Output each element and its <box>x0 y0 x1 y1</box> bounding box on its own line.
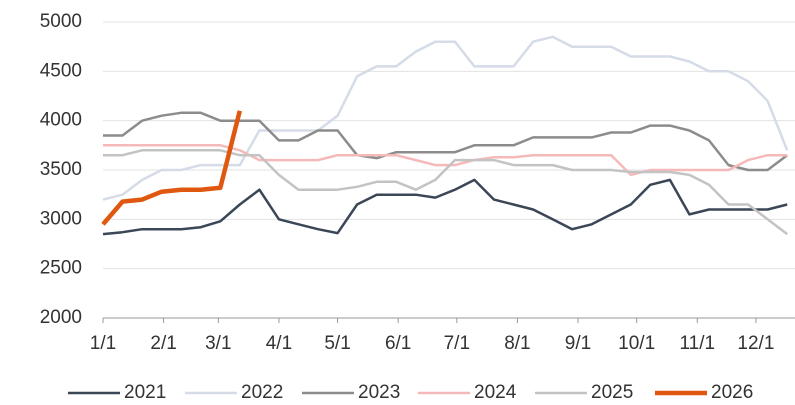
series-line <box>103 149 788 236</box>
legend-label: 2025 <box>591 382 633 403</box>
series-line <box>103 111 788 172</box>
x-tick-label: 8/1 <box>504 333 530 354</box>
x-tick-label: 3/1 <box>205 333 231 354</box>
x-tick-label: 5/1 <box>324 333 350 354</box>
x-tick-label: 10/1 <box>618 333 655 354</box>
legend-label: 2023 <box>358 382 400 403</box>
x-tick-label: 1/1 <box>90 333 116 354</box>
series-line <box>103 144 788 177</box>
x-tick-label: 2/1 <box>150 333 176 354</box>
series-line <box>101 110 242 226</box>
x-tick-label: 12/1 <box>737 333 774 354</box>
legend-label: 2021 <box>124 382 166 403</box>
series-line <box>102 35 789 201</box>
legend-label: 2024 <box>474 382 517 403</box>
y-tick-label: 2000 <box>40 307 82 328</box>
x-tick-label: 6/1 <box>385 333 411 354</box>
x-tick-label: 11/1 <box>679 333 715 354</box>
x-tick-label: 4/1 <box>266 333 292 354</box>
y-tick-label: 5000 <box>40 11 82 32</box>
y-tick-label: 4500 <box>40 60 82 81</box>
y-tick-label: 4000 <box>40 110 82 131</box>
series-line <box>102 178 788 236</box>
legend-label: 2022 <box>241 382 283 403</box>
y-tick-label: 3500 <box>40 159 82 180</box>
x-tick-label: 7/1 <box>444 333 470 354</box>
legend-label: 2026 <box>711 382 753 403</box>
x-tick-label: 9/1 <box>565 333 591 354</box>
y-tick-label: 2500 <box>40 258 82 279</box>
y-tick-label: 3000 <box>40 208 82 229</box>
